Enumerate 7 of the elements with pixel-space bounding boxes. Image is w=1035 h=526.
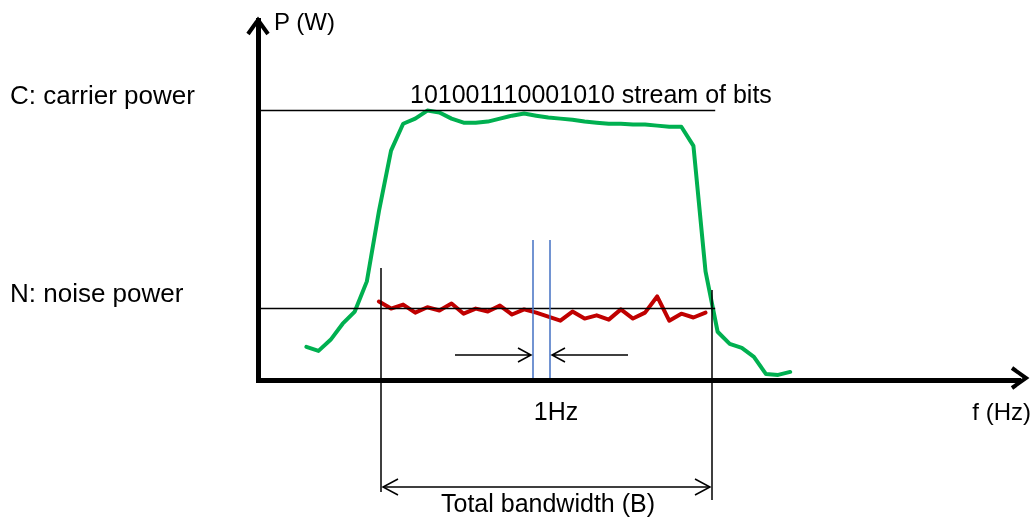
text: 101001110001010 stream of bits [410, 80, 772, 108]
ref-line-label: C: carrier power [10, 79, 196, 110]
text: 1Hz [533, 397, 579, 425]
text: Total bandwidth (B) [440, 489, 656, 517]
x-axis-title: f (Hz) [972, 398, 1031, 425]
ref-line-label: N: noise power [10, 277, 184, 308]
y-axis-title: P (W) [274, 8, 335, 35]
